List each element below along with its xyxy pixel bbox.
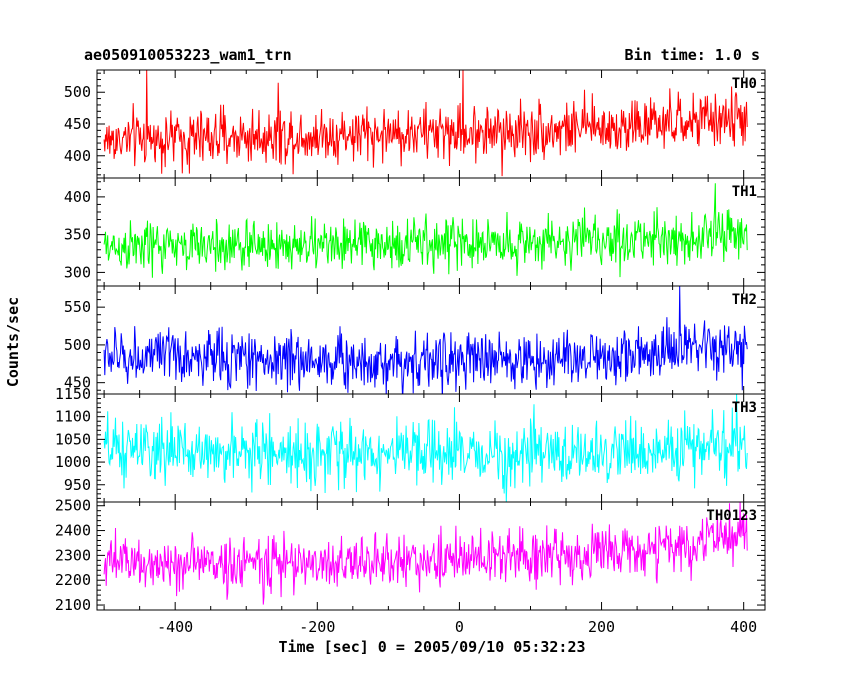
x-tick-label: 400 [730, 618, 757, 636]
panel-th0: 400 450 500 TH0 [64, 69, 766, 179]
panel-name-th3: TH3 [732, 400, 757, 416]
panel-name-th2: TH2 [732, 292, 757, 308]
series-line-th0 [103, 70, 748, 177]
y-tick-label: 450 [64, 115, 91, 133]
y-tick-label: 2200 [55, 571, 91, 589]
series-line-th1 [103, 183, 748, 278]
panel-th2: 450 500 550 TH2 [64, 285, 766, 395]
y-axis-label: Counts/sec [4, 297, 22, 387]
y-tick-label: 2300 [55, 546, 91, 564]
x-tick-label: -200 [299, 618, 335, 636]
y-tick-label: 2500 [55, 497, 91, 515]
y-tick-label: 1100 [55, 408, 91, 426]
panel-name-th0: TH0 [732, 76, 757, 92]
panel-th1: 300 350 400 TH1 [64, 177, 766, 287]
panel-th0123: 2100 2200 2300 2400 2500 TH0123 [55, 497, 766, 614]
bin-time-label: Bin time: 1.0 s [625, 46, 760, 64]
y-tick-label: 950 [64, 476, 91, 494]
panels-group: 400 450 500 TH0 300 350 400 TH1 450 500 550 TH2 950 1… [55, 69, 766, 636]
x-tick-label: 0 [455, 618, 464, 636]
y-tick-label: 550 [64, 298, 91, 316]
y-tick-label: 350 [64, 226, 91, 244]
y-tick-label: 1050 [55, 430, 91, 448]
y-tick-label: 300 [64, 263, 91, 281]
y-tick-label: 500 [64, 83, 91, 101]
panel-th3: 950 1000 1050 1100 1150 TH3 [55, 385, 766, 503]
y-tick-label: 1000 [55, 453, 91, 471]
series-line-th3 [103, 394, 748, 502]
series-line-th2 [103, 286, 748, 394]
y-tick-label: 500 [64, 336, 91, 354]
y-tick-label: 400 [64, 188, 91, 206]
panel-frame-th2 [96, 285, 766, 395]
chart-title: ae050910053223_wam1_trn [84, 46, 292, 64]
panel-name-th1: TH1 [732, 184, 757, 200]
y-tick-label: 1150 [55, 385, 91, 403]
panel-name-th0123: TH0123 [706, 508, 757, 524]
x-tick-label: -400 [157, 618, 193, 636]
y-tick-label: 400 [64, 147, 91, 165]
y-tick-label: 450 [64, 374, 91, 392]
x-axis-label: Time [sec] 0 = 2005/09/10 05:32:23 [278, 638, 585, 656]
y-tick-label: 2400 [55, 522, 91, 540]
x-tick-label: 200 [588, 618, 615, 636]
series-line-th0123 [103, 502, 748, 605]
y-tick-label: 2100 [55, 596, 91, 614]
panel-frame-th0123 [96, 501, 766, 611]
